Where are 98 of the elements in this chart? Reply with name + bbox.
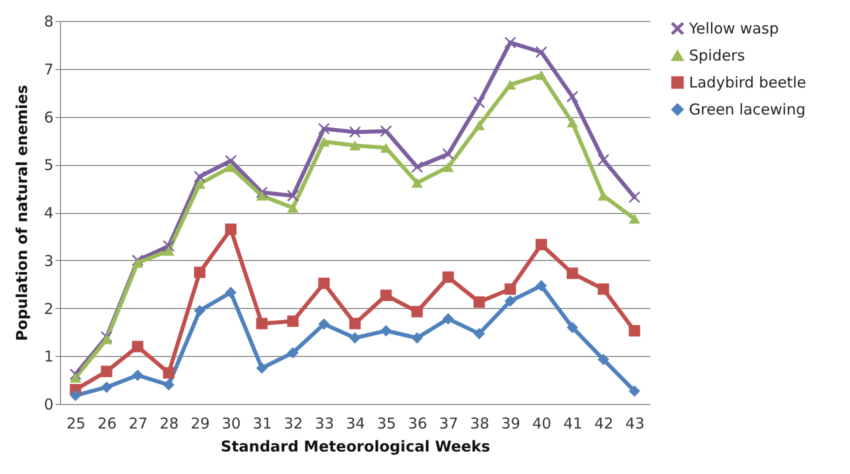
x-tick-label: 38: [470, 414, 490, 432]
point: [194, 266, 206, 278]
x-tick-label: 34: [346, 414, 366, 432]
point: [474, 96, 485, 108]
x-axis-title: Standard Meteorological Weeks: [220, 438, 490, 456]
point: [504, 80, 516, 90]
point: [132, 370, 144, 381]
point: [287, 315, 299, 327]
point: [132, 340, 144, 352]
y-tick-label: 2: [44, 300, 54, 318]
x-tick-label: 36: [408, 414, 428, 432]
x-tick-label: 35: [377, 414, 396, 432]
x-tick-label: 27: [128, 414, 148, 432]
x-tick-label: 25: [66, 414, 86, 432]
point: [474, 120, 485, 130]
x-tick-label: 29: [190, 414, 210, 432]
x-tick-label: 43: [625, 414, 645, 432]
point: [287, 347, 299, 358]
point: [566, 268, 578, 279]
x-tick-label: 32: [284, 414, 303, 432]
point: [628, 385, 640, 397]
point: [566, 322, 578, 334]
point: [349, 140, 361, 150]
y-axis-title: Population of natural enemies: [12, 84, 31, 341]
x-tick-label: 33: [314, 414, 334, 432]
point: [287, 190, 299, 202]
point: [100, 382, 112, 393]
point: [628, 325, 640, 336]
point: [70, 372, 82, 383]
point: [349, 318, 361, 330]
x-tick-label: 39: [501, 414, 520, 432]
point: [380, 290, 392, 302]
x-tick-label: 41: [563, 414, 582, 432]
point: [318, 318, 330, 330]
point: [287, 202, 299, 213]
point: [474, 328, 485, 340]
y-tick-label: 0: [44, 396, 54, 414]
point: [442, 271, 454, 283]
point: [598, 283, 610, 295]
point: [256, 190, 268, 201]
y-tick-label: 6: [44, 108, 54, 126]
point: [349, 332, 361, 344]
point: [318, 278, 330, 290]
x-tick-label: 40: [532, 414, 552, 432]
point: [162, 379, 174, 391]
point: [504, 283, 516, 295]
point: [411, 178, 423, 188]
x-tick-label: 28: [160, 414, 179, 432]
point: [194, 304, 206, 316]
point: [225, 286, 236, 298]
y-tick-label: 1: [44, 348, 54, 366]
point: [536, 46, 548, 58]
point: [225, 155, 236, 166]
point: [598, 154, 610, 166]
point: [442, 313, 454, 324]
point: [70, 390, 82, 402]
x-tick-label: 42: [594, 414, 614, 432]
point: [628, 191, 640, 203]
y-tick-label: 3: [44, 252, 54, 270]
point: [225, 224, 236, 235]
point: [628, 214, 640, 224]
y-tick-label: 5: [44, 156, 54, 174]
point: [598, 354, 610, 366]
point: [411, 332, 423, 344]
point: [536, 238, 548, 250]
point: [411, 161, 423, 173]
x-tick-label: 30: [222, 414, 241, 432]
point: [349, 126, 361, 138]
point: [442, 148, 454, 160]
point: [474, 296, 485, 308]
point: [411, 306, 423, 318]
point: [380, 125, 392, 137]
x-tick-label: 31: [252, 414, 272, 432]
point: [566, 118, 578, 128]
point: [100, 334, 112, 344]
point: [132, 258, 144, 268]
point: [194, 178, 206, 189]
point: [536, 280, 548, 292]
point: [442, 162, 454, 172]
point: [162, 367, 174, 379]
legend-label: Yellow wasp: [688, 20, 779, 38]
point: [318, 136, 330, 147]
point: [380, 325, 392, 336]
x-tick-label: 37: [439, 414, 458, 432]
y-tick-label: 8: [44, 12, 54, 30]
point: [504, 295, 516, 307]
point: [256, 318, 268, 330]
y-tick-label: 7: [44, 60, 54, 78]
legend-label: Spiders: [689, 46, 746, 64]
point: [566, 90, 578, 102]
legend-label: Ladybird beetle: [689, 74, 806, 92]
point: [536, 70, 548, 80]
point: [100, 366, 112, 378]
point: [256, 362, 268, 374]
legend-label: Green lacewing: [689, 100, 806, 118]
y-tick-label: 4: [44, 204, 54, 222]
point: [162, 246, 174, 256]
x-tick-label: 26: [98, 414, 117, 432]
